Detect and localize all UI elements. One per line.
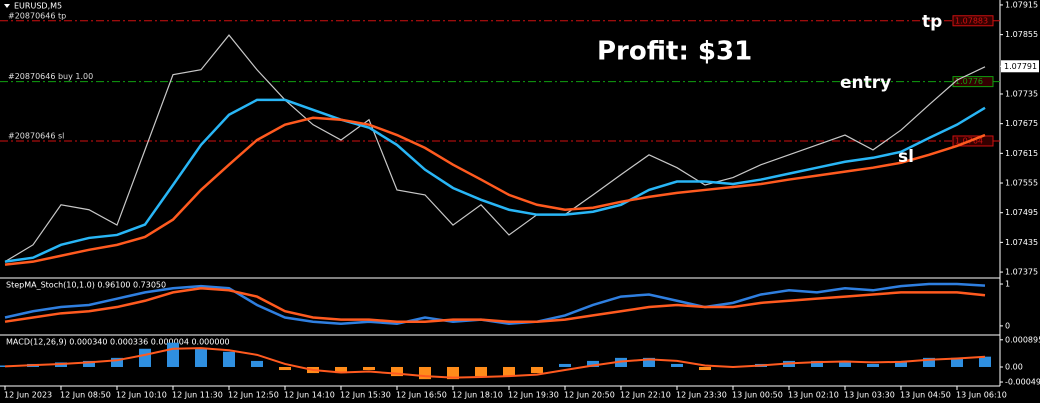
x-tick-label: 12 Jun 14:10 bbox=[284, 391, 335, 400]
level-tag: entry bbox=[840, 73, 891, 93]
order-label: #20870646 tp bbox=[8, 11, 66, 20]
x-tick-label: 13 Jun 00:50 bbox=[732, 391, 783, 400]
order-price: 1.07883 bbox=[955, 16, 988, 25]
x-tick-label: 12 Jun 15:30 bbox=[340, 391, 391, 400]
x-tick-label: 12 Jun 16:50 bbox=[396, 391, 447, 400]
histogram-bar bbox=[867, 363, 879, 367]
histogram-bar bbox=[811, 360, 823, 367]
histogram-bar bbox=[951, 357, 963, 367]
histogram-bar bbox=[83, 360, 95, 367]
x-tick-label: 12 Jun 08:50 bbox=[60, 391, 111, 400]
order-price: 1.0776 bbox=[955, 77, 983, 86]
histogram-bar bbox=[391, 366, 403, 377]
histogram-bar bbox=[559, 363, 571, 367]
series-line bbox=[4, 98, 986, 263]
y-tick-label: 1.07435 bbox=[1005, 238, 1038, 247]
y-tick-label: 0.000895 bbox=[1005, 335, 1040, 344]
order-label: #20870646 buy 1.00 bbox=[8, 72, 93, 81]
y-tick-label: 1.07615 bbox=[1005, 149, 1038, 158]
histogram-bar bbox=[251, 360, 263, 367]
y-tick-label: -0.000495 bbox=[1005, 378, 1040, 387]
histogram-bar bbox=[895, 360, 907, 367]
histogram-bar bbox=[335, 366, 347, 374]
x-tick-label: 12 Jun 12:50 bbox=[228, 391, 279, 400]
histogram-bar bbox=[503, 366, 515, 377]
histogram-bar bbox=[195, 348, 207, 367]
x-tick-label: 13 Jun 02:10 bbox=[788, 391, 839, 400]
x-tick-label: 12 Jun 19:30 bbox=[508, 391, 559, 400]
panel-title: StepMA_Stoch(10,1.0) 0.96100 0.73050 bbox=[6, 281, 166, 290]
series-line bbox=[4, 286, 986, 323]
last-price-box bbox=[1001, 60, 1039, 73]
histogram-bar bbox=[587, 360, 599, 367]
histogram-bar bbox=[979, 356, 991, 367]
histogram-bar bbox=[671, 363, 683, 367]
y-tick-label: 1.07555 bbox=[1005, 179, 1038, 188]
order-price-box bbox=[952, 76, 994, 88]
histogram-bar bbox=[699, 366, 711, 371]
y-tick-label: 1.07915 bbox=[1005, 0, 1038, 9]
y-tick-label: 0 bbox=[1005, 321, 1010, 330]
y-tick-label: 1.07735 bbox=[1005, 89, 1038, 98]
y-tick-label: 1.07375 bbox=[1005, 268, 1038, 277]
histogram-bar bbox=[279, 366, 291, 371]
series-line bbox=[4, 34, 986, 263]
histogram-bar bbox=[447, 366, 459, 380]
x-tick-label: 12 Jun 11:30 bbox=[172, 391, 223, 400]
histogram-bar bbox=[643, 357, 655, 367]
histogram-bar bbox=[531, 366, 543, 374]
profit-annotation: Profit: $31 bbox=[597, 37, 752, 67]
order-price-box bbox=[952, 15, 994, 27]
x-tick-label: 12 Jun 20:50 bbox=[564, 391, 615, 400]
y-tick-label: 0.00 bbox=[1005, 362, 1023, 371]
level-tag: sl bbox=[898, 147, 914, 167]
histogram-bar bbox=[111, 357, 123, 367]
signal-line bbox=[4, 347, 986, 379]
x-tick-label: 13 Jun 04:50 bbox=[900, 391, 951, 400]
series-line bbox=[4, 116, 986, 266]
menu-arrow bbox=[4, 4, 10, 8]
x-tick-label: 12 Jun 23:30 bbox=[676, 391, 727, 400]
histogram-bar bbox=[363, 366, 375, 371]
level-tag: tp bbox=[922, 12, 942, 32]
x-tick-label: 13 Jun 06:10 bbox=[956, 391, 1007, 400]
y-tick-label: 1.07675 bbox=[1005, 119, 1038, 128]
symbol-label: EURUSD,M5 bbox=[14, 2, 62, 11]
order-label: #20870646 sl bbox=[8, 131, 64, 140]
histogram-bar bbox=[167, 342, 179, 367]
x-tick-label: 12 Jun 18:10 bbox=[452, 391, 503, 400]
histogram-bar bbox=[923, 357, 935, 367]
y-tick-label: 1.07495 bbox=[1005, 208, 1038, 217]
y-tick-label: 1 bbox=[1005, 280, 1010, 289]
histogram-bar bbox=[475, 366, 487, 377]
x-tick-label: 12 Jun 10:10 bbox=[116, 391, 167, 400]
histogram-bar bbox=[223, 351, 235, 367]
last-price: 1.07791 bbox=[1004, 62, 1037, 71]
x-tick-label: 12 Jun 22:10 bbox=[620, 391, 671, 400]
x-tick-label: 12 Jun 2023 bbox=[4, 391, 52, 400]
x-tick-label: 13 Jun 03:30 bbox=[844, 391, 895, 400]
panel-title: MACD(12,26,9) 0.000340 0.000336 0.000004… bbox=[6, 338, 230, 347]
histogram-bar bbox=[139, 348, 151, 367]
histogram-bar bbox=[839, 360, 851, 367]
y-tick-label: 1.07855 bbox=[1005, 30, 1038, 39]
